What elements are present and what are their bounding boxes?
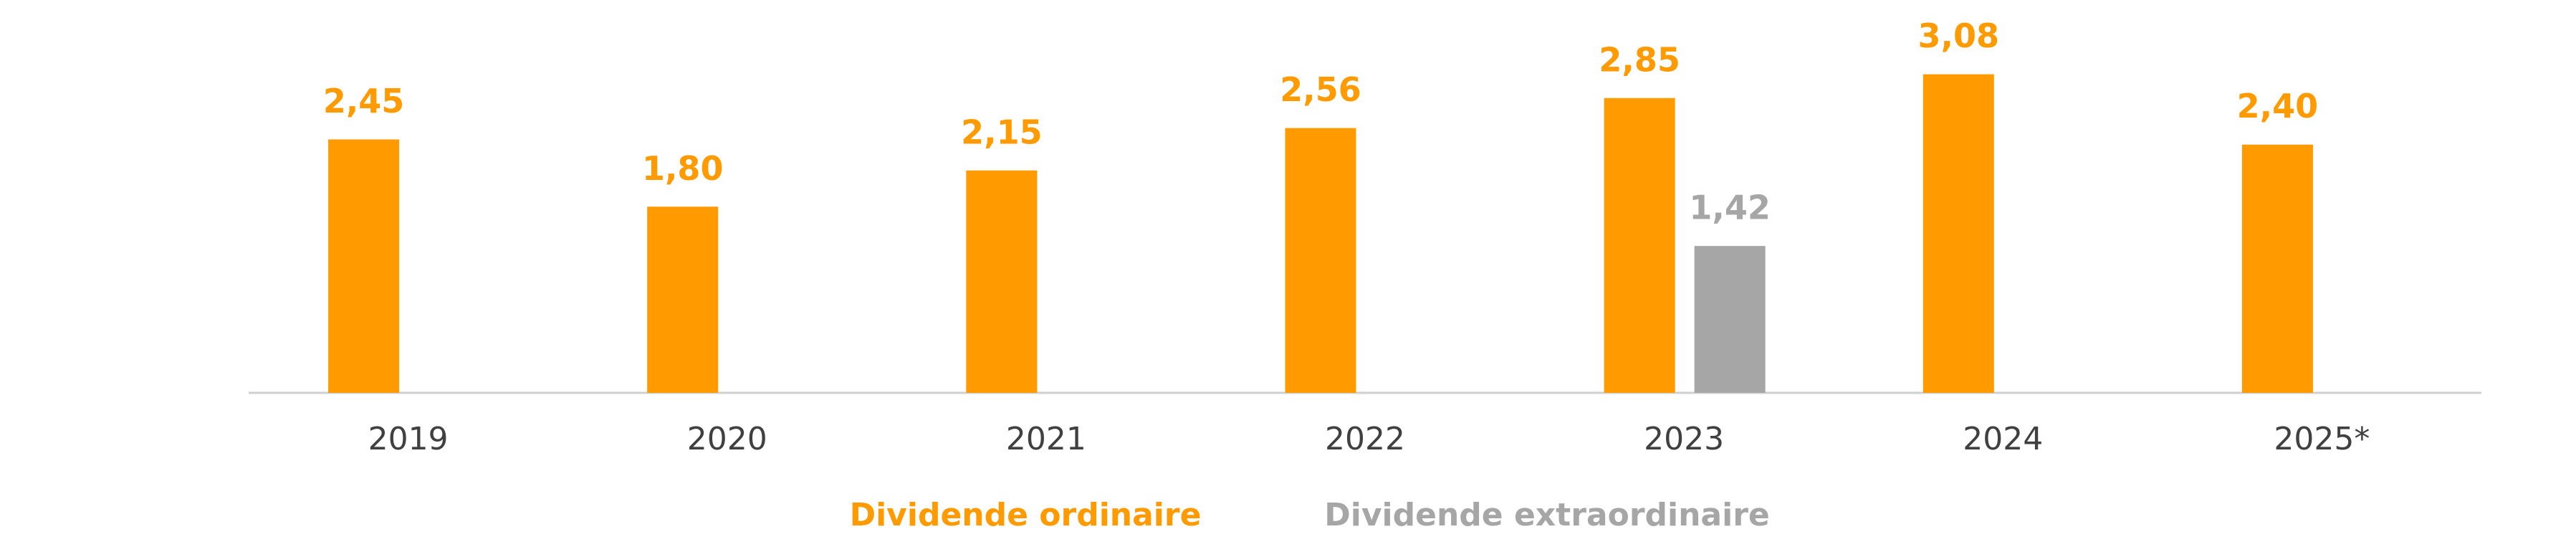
legend-entry: Dividende ordinaire <box>850 497 1202 533</box>
x-tick-label: 2019 <box>368 421 449 457</box>
value-label: 2,56 <box>1280 70 1361 109</box>
bar <box>1694 246 1766 393</box>
bar <box>1604 97 1675 394</box>
value-label: 3,08 <box>1918 16 2000 55</box>
x-tick-label: 2021 <box>1006 421 1086 457</box>
value-label: 2,85 <box>1599 40 1680 79</box>
value-label: 2,15 <box>961 113 1043 151</box>
bar <box>966 170 1038 394</box>
bar <box>2241 144 2313 393</box>
x-tick-label: 2023 <box>1644 421 1724 457</box>
value-label: 2,45 <box>323 82 405 120</box>
bar <box>647 206 719 393</box>
value-label: 2,40 <box>2237 87 2319 125</box>
bar <box>328 139 400 393</box>
value-label: 1,42 <box>1689 189 1771 227</box>
bar <box>1923 74 1994 393</box>
legend-entry: Dividende extraordinaire <box>1324 497 1769 533</box>
x-tick-label: 2024 <box>1963 421 2043 457</box>
x-tick-label: 2022 <box>1325 421 1405 457</box>
bar <box>1285 128 1356 393</box>
x-tick-label: 2025* <box>2274 421 2370 457</box>
value-label: 1,80 <box>642 149 724 188</box>
x-tick-label: 2020 <box>687 421 767 457</box>
